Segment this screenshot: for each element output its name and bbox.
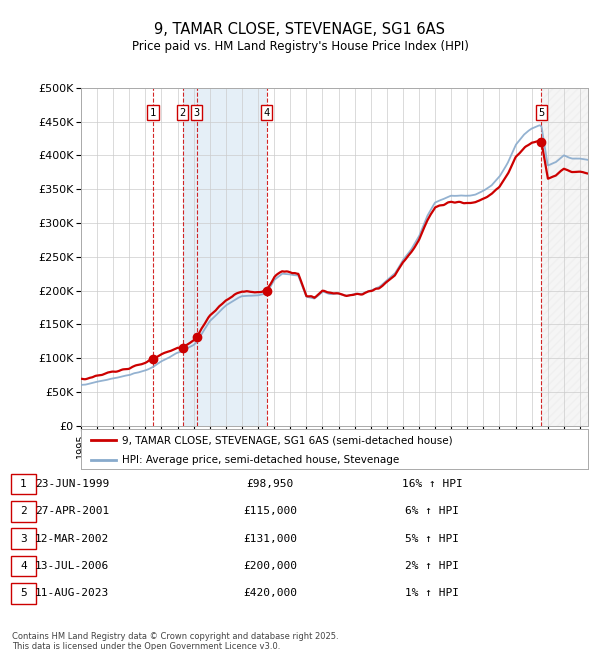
Text: 2% ↑ HPI: 2% ↑ HPI (405, 561, 459, 571)
Text: £98,950: £98,950 (247, 479, 293, 489)
Text: 9, TAMAR CLOSE, STEVENAGE, SG1 6AS: 9, TAMAR CLOSE, STEVENAGE, SG1 6AS (155, 21, 445, 37)
Text: HPI: Average price, semi-detached house, Stevenage: HPI: Average price, semi-detached house,… (122, 456, 399, 465)
Text: 12-MAR-2002: 12-MAR-2002 (35, 534, 109, 543)
Text: £131,000: £131,000 (243, 534, 297, 543)
Bar (183, 88, 266, 426)
Text: Price paid vs. HM Land Registry's House Price Index (HPI): Price paid vs. HM Land Registry's House … (131, 40, 469, 53)
Text: 3: 3 (194, 108, 200, 118)
Text: 1% ↑ HPI: 1% ↑ HPI (405, 588, 459, 598)
Text: 6% ↑ HPI: 6% ↑ HPI (405, 506, 459, 516)
Text: Contains HM Land Registry data © Crown copyright and database right 2025.
This d: Contains HM Land Registry data © Crown c… (12, 632, 338, 650)
Text: 1: 1 (20, 479, 27, 489)
Text: 5: 5 (538, 108, 545, 118)
Text: 2: 2 (179, 108, 186, 118)
Text: £200,000: £200,000 (243, 561, 297, 571)
Text: 11-AUG-2023: 11-AUG-2023 (35, 588, 109, 598)
Text: £115,000: £115,000 (243, 506, 297, 516)
Text: 23-JUN-1999: 23-JUN-1999 (35, 479, 109, 489)
Text: 27-APR-2001: 27-APR-2001 (35, 506, 109, 516)
Text: 4: 4 (20, 561, 27, 571)
Text: 4: 4 (263, 108, 270, 118)
Text: 13-JUL-2006: 13-JUL-2006 (35, 561, 109, 571)
Text: 5: 5 (20, 588, 27, 598)
Text: 16% ↑ HPI: 16% ↑ HPI (401, 479, 463, 489)
Text: £420,000: £420,000 (243, 588, 297, 598)
Text: 1: 1 (150, 108, 156, 118)
Text: 3: 3 (20, 534, 27, 543)
Text: 9, TAMAR CLOSE, STEVENAGE, SG1 6AS (semi-detached house): 9, TAMAR CLOSE, STEVENAGE, SG1 6AS (semi… (122, 436, 452, 445)
Text: 5% ↑ HPI: 5% ↑ HPI (405, 534, 459, 543)
Text: 2: 2 (20, 506, 27, 516)
Bar (541, 88, 588, 426)
